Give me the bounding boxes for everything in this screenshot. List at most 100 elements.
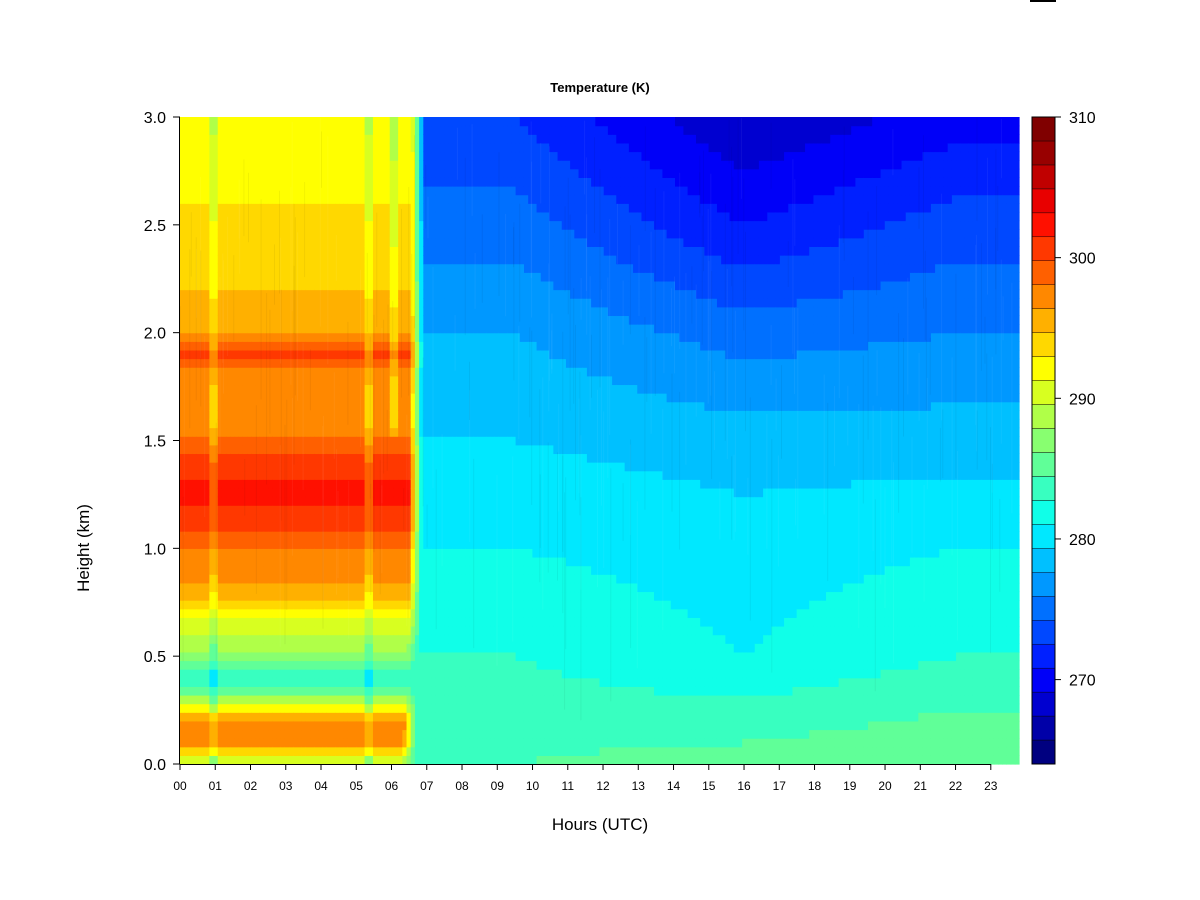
heatmap-cell — [326, 755, 332, 765]
heatmap-cell — [305, 660, 311, 670]
heatmap-cell — [444, 255, 450, 265]
heatmap-cell — [339, 229, 345, 239]
heatmap-cell — [326, 349, 332, 360]
heatmap-cell — [431, 289, 437, 299]
heatmap-cell — [406, 522, 412, 532]
heatmap-cell — [251, 237, 257, 247]
heatmap-cell — [209, 643, 215, 653]
heatmap-cell — [247, 496, 252, 506]
heatmap-cell — [234, 427, 240, 437]
heatmap-cell — [452, 703, 458, 713]
heatmap-cell — [356, 418, 361, 429]
heatmap-cell — [364, 306, 370, 317]
heatmap-cell — [268, 462, 273, 472]
heatmap-cell — [251, 246, 257, 256]
heatmap-cell — [180, 315, 185, 325]
heatmap-cell — [402, 694, 408, 705]
heatmap-cell — [297, 531, 303, 541]
heatmap-cell — [398, 229, 403, 239]
heatmap-cell — [360, 349, 366, 360]
heatmap-cell — [230, 211, 236, 222]
heatmap-cell — [339, 272, 345, 282]
heatmap-cell — [213, 720, 219, 731]
heatmap-cell — [431, 600, 437, 610]
heatmap-cell — [393, 634, 399, 644]
heatmap-cell — [226, 677, 231, 687]
heatmap-cell — [180, 531, 185, 541]
heatmap-cell — [331, 669, 336, 679]
heatmap-cell — [377, 677, 382, 687]
heatmap-cell — [184, 669, 189, 679]
heatmap-cell — [268, 393, 273, 403]
heatmap-cell — [289, 160, 294, 170]
heatmap-cell — [406, 237, 412, 247]
heatmap-cell — [263, 462, 269, 472]
heatmap-cell — [192, 341, 198, 351]
heatmap-cell — [221, 496, 227, 506]
heatmap-cell — [372, 608, 378, 618]
heatmap-cell — [259, 125, 265, 135]
heatmap-cell — [393, 625, 399, 636]
heatmap-cell — [435, 341, 441, 351]
heatmap-cell — [431, 591, 437, 601]
heatmap-cell — [268, 625, 273, 636]
heatmap-cell — [268, 686, 273, 696]
heatmap-cell — [331, 341, 336, 351]
heatmap-cell — [385, 444, 391, 455]
heatmap-cell — [205, 324, 210, 334]
heatmap-cell — [360, 160, 366, 170]
heatmap-cell — [364, 436, 370, 446]
heatmap-cell — [289, 427, 294, 437]
heatmap-cell — [272, 203, 278, 213]
heatmap-cell — [180, 410, 185, 420]
heatmap-cell — [393, 694, 399, 705]
heatmap-cell — [414, 436, 420, 446]
heatmap-cell — [251, 298, 257, 308]
heatmap-cell — [234, 712, 240, 722]
heatmap-cell — [364, 677, 370, 687]
heatmap-cell — [347, 462, 353, 472]
heatmap-cell — [196, 410, 202, 420]
heatmap-cell — [389, 505, 395, 515]
heatmap-cell — [347, 556, 353, 567]
heatmap-cell — [221, 651, 227, 662]
heatmap-cell — [352, 643, 357, 653]
heatmap-cell — [234, 315, 240, 325]
heatmap-cell — [322, 738, 328, 748]
heatmap-cell — [364, 600, 370, 610]
heatmap-cell — [448, 462, 454, 472]
heatmap-cell — [242, 582, 248, 593]
heatmap-cell — [368, 513, 374, 524]
heatmap-cell — [427, 634, 433, 644]
heatmap-cell — [293, 186, 299, 196]
heatmap-cell — [305, 462, 311, 472]
heatmap-cell — [398, 375, 403, 386]
heatmap-cell — [331, 272, 336, 282]
heatmap-cell — [314, 453, 320, 463]
heatmap-cell — [385, 393, 391, 403]
heatmap-cell — [247, 211, 252, 222]
heatmap-cell — [226, 142, 231, 153]
heatmap-cell — [305, 643, 311, 653]
heatmap-cell — [230, 203, 236, 213]
heatmap-cell — [268, 367, 273, 377]
heatmap-cell — [310, 255, 315, 265]
heatmap-cell — [456, 746, 462, 756]
heatmap-cell — [192, 349, 198, 360]
heatmap-cell — [289, 720, 294, 731]
heatmap-cell — [305, 522, 311, 532]
heatmap-cell — [448, 513, 454, 524]
heatmap-cell — [184, 117, 189, 127]
heatmap-cell — [234, 203, 240, 213]
heatmap-cell — [263, 315, 269, 325]
heatmap-cell — [200, 496, 206, 506]
heatmap-cell — [352, 186, 357, 196]
heatmap-cell — [297, 168, 303, 178]
heatmap-cell — [452, 160, 458, 170]
heatmap-cell — [188, 151, 194, 161]
heatmap-cell — [251, 729, 257, 739]
heatmap-cell — [263, 522, 269, 532]
heatmap-cell — [184, 393, 189, 403]
heatmap-cell — [180, 151, 185, 161]
heatmap-cell — [322, 393, 328, 403]
